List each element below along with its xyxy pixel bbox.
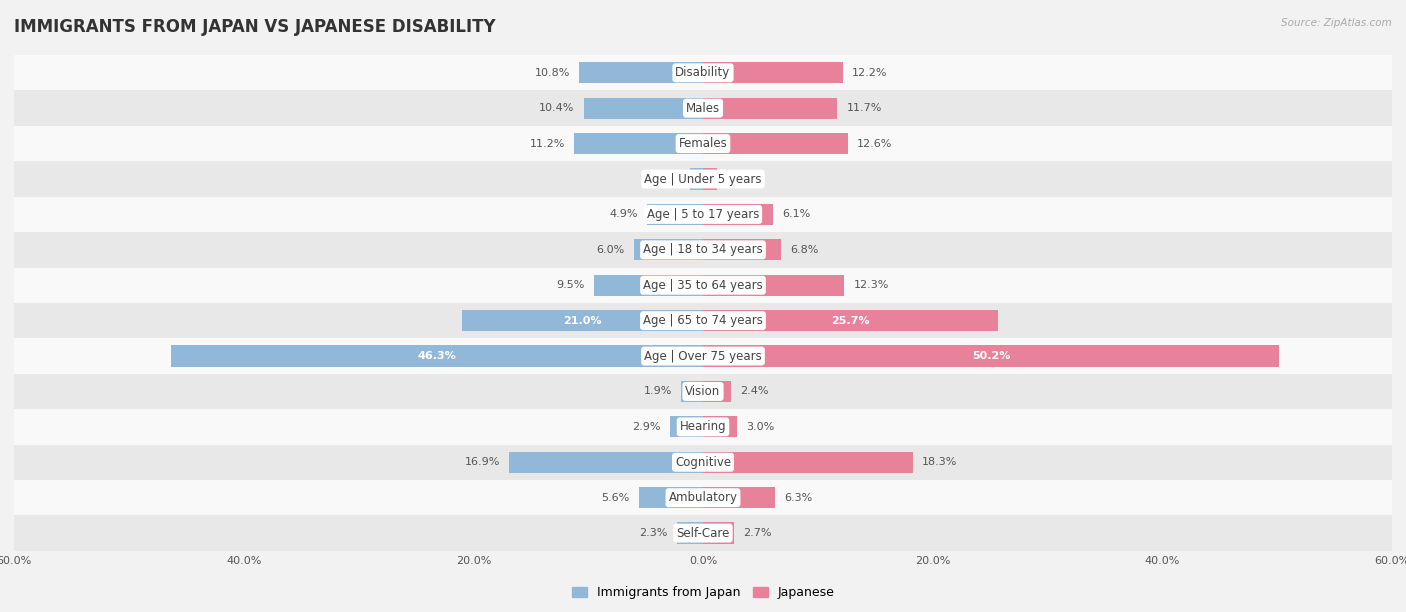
- Bar: [14, 55, 1392, 91]
- Text: Ambulatory: Ambulatory: [668, 491, 738, 504]
- Text: 11.7%: 11.7%: [846, 103, 882, 113]
- Bar: [14, 126, 1392, 162]
- Text: 4.9%: 4.9%: [609, 209, 637, 220]
- Text: Disability: Disability: [675, 66, 731, 80]
- Bar: [703, 523, 734, 543]
- Text: Vision: Vision: [685, 385, 721, 398]
- Text: 3.0%: 3.0%: [747, 422, 775, 432]
- Text: 46.3%: 46.3%: [418, 351, 457, 361]
- Bar: [575, 133, 703, 154]
- Text: 12.6%: 12.6%: [856, 138, 893, 149]
- Text: 12.2%: 12.2%: [852, 68, 887, 78]
- Text: 10.4%: 10.4%: [538, 103, 575, 113]
- Text: 1.2%: 1.2%: [725, 174, 755, 184]
- Bar: [647, 204, 703, 225]
- Bar: [703, 416, 738, 438]
- Text: 2.7%: 2.7%: [744, 528, 772, 538]
- Text: Cognitive: Cognitive: [675, 456, 731, 469]
- Text: 16.9%: 16.9%: [464, 457, 499, 468]
- Bar: [14, 162, 1392, 196]
- Text: Self-Care: Self-Care: [676, 526, 730, 540]
- Bar: [509, 452, 703, 473]
- Bar: [14, 444, 1392, 480]
- Bar: [676, 523, 703, 543]
- Text: 2.4%: 2.4%: [740, 386, 768, 397]
- Text: 2.9%: 2.9%: [633, 422, 661, 432]
- Text: Age | 18 to 34 years: Age | 18 to 34 years: [643, 244, 763, 256]
- Text: 25.7%: 25.7%: [831, 316, 870, 326]
- Bar: [583, 97, 703, 119]
- Text: 2.3%: 2.3%: [640, 528, 668, 538]
- Text: 1.9%: 1.9%: [644, 386, 672, 397]
- Text: 6.1%: 6.1%: [782, 209, 810, 220]
- Bar: [703, 310, 998, 331]
- Text: Age | 5 to 17 years: Age | 5 to 17 years: [647, 208, 759, 221]
- Text: Source: ZipAtlas.com: Source: ZipAtlas.com: [1281, 18, 1392, 28]
- Text: 50.2%: 50.2%: [972, 351, 1011, 361]
- Text: 12.3%: 12.3%: [853, 280, 889, 290]
- Bar: [593, 275, 703, 296]
- Bar: [461, 310, 703, 331]
- Text: 5.6%: 5.6%: [602, 493, 630, 502]
- Bar: [638, 487, 703, 509]
- Bar: [703, 62, 844, 83]
- Bar: [14, 338, 1392, 374]
- Bar: [703, 452, 912, 473]
- Bar: [14, 409, 1392, 444]
- Bar: [14, 515, 1392, 551]
- Bar: [669, 416, 703, 438]
- Bar: [703, 168, 717, 190]
- Text: Age | 35 to 64 years: Age | 35 to 64 years: [643, 278, 763, 292]
- Text: 10.8%: 10.8%: [534, 68, 569, 78]
- Bar: [703, 204, 773, 225]
- Text: 21.0%: 21.0%: [564, 316, 602, 326]
- Bar: [703, 97, 838, 119]
- Text: IMMIGRANTS FROM JAPAN VS JAPANESE DISABILITY: IMMIGRANTS FROM JAPAN VS JAPANESE DISABI…: [14, 18, 496, 36]
- Bar: [703, 133, 848, 154]
- Bar: [14, 267, 1392, 303]
- Bar: [690, 168, 703, 190]
- Bar: [681, 381, 703, 402]
- Text: 6.0%: 6.0%: [596, 245, 624, 255]
- Text: Age | 65 to 74 years: Age | 65 to 74 years: [643, 314, 763, 327]
- Bar: [14, 232, 1392, 267]
- Bar: [703, 275, 844, 296]
- Text: 6.3%: 6.3%: [785, 493, 813, 502]
- Text: 18.3%: 18.3%: [922, 457, 957, 468]
- Text: 9.5%: 9.5%: [557, 280, 585, 290]
- Text: Females: Females: [679, 137, 727, 150]
- Text: Age | Over 75 years: Age | Over 75 years: [644, 349, 762, 362]
- Bar: [14, 91, 1392, 126]
- Text: Males: Males: [686, 102, 720, 114]
- Text: 11.2%: 11.2%: [530, 138, 565, 149]
- Bar: [14, 196, 1392, 232]
- Legend: Immigrants from Japan, Japanese: Immigrants from Japan, Japanese: [567, 581, 839, 604]
- Bar: [14, 374, 1392, 409]
- Bar: [634, 239, 703, 261]
- Bar: [703, 487, 775, 509]
- Text: Age | Under 5 years: Age | Under 5 years: [644, 173, 762, 185]
- Bar: [703, 345, 1279, 367]
- Bar: [703, 239, 782, 261]
- Bar: [14, 480, 1392, 515]
- Text: 6.8%: 6.8%: [790, 245, 818, 255]
- Text: 1.1%: 1.1%: [652, 174, 681, 184]
- Text: Hearing: Hearing: [679, 420, 727, 433]
- Bar: [172, 345, 703, 367]
- Bar: [579, 62, 703, 83]
- Bar: [703, 381, 731, 402]
- Bar: [14, 303, 1392, 338]
